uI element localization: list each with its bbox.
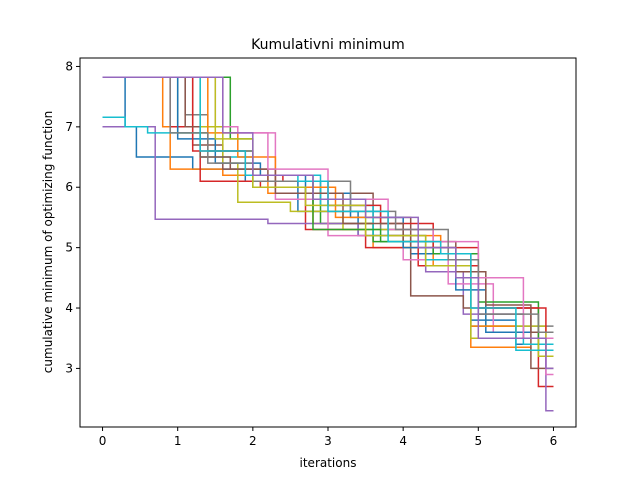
series-layer [102,76,554,412]
x-tick-label-6: 6 [550,434,558,448]
series-line-20 [102,76,554,370]
x-tick-label-2: 2 [249,434,257,448]
x-axis-ticks: 0 1 2 3 4 5 6 [99,427,558,448]
y-axis-label: cumulative minimum of optimizing functio… [41,111,55,373]
y-tick-label-1: 4 [65,301,73,315]
x-tick-label-0: 0 [99,434,107,448]
x-axis-label: iterations [300,456,357,470]
y-tick-label-3: 6 [65,180,73,194]
x-tick-label-3: 3 [324,434,332,448]
y-tick-label-0: 3 [65,361,73,375]
y-tick-label-2: 5 [65,241,73,255]
chart-title: Kumulativni minimum [251,37,405,53]
x-tick-label-5: 5 [474,434,482,448]
x-tick-label-4: 4 [399,434,407,448]
y-axis-ticks: 3 4 5 6 7 8 [65,59,80,375]
y-tick-label-5: 8 [65,59,73,73]
y-tick-label-4: 7 [65,120,73,134]
x-tick-label-1: 1 [174,434,182,448]
